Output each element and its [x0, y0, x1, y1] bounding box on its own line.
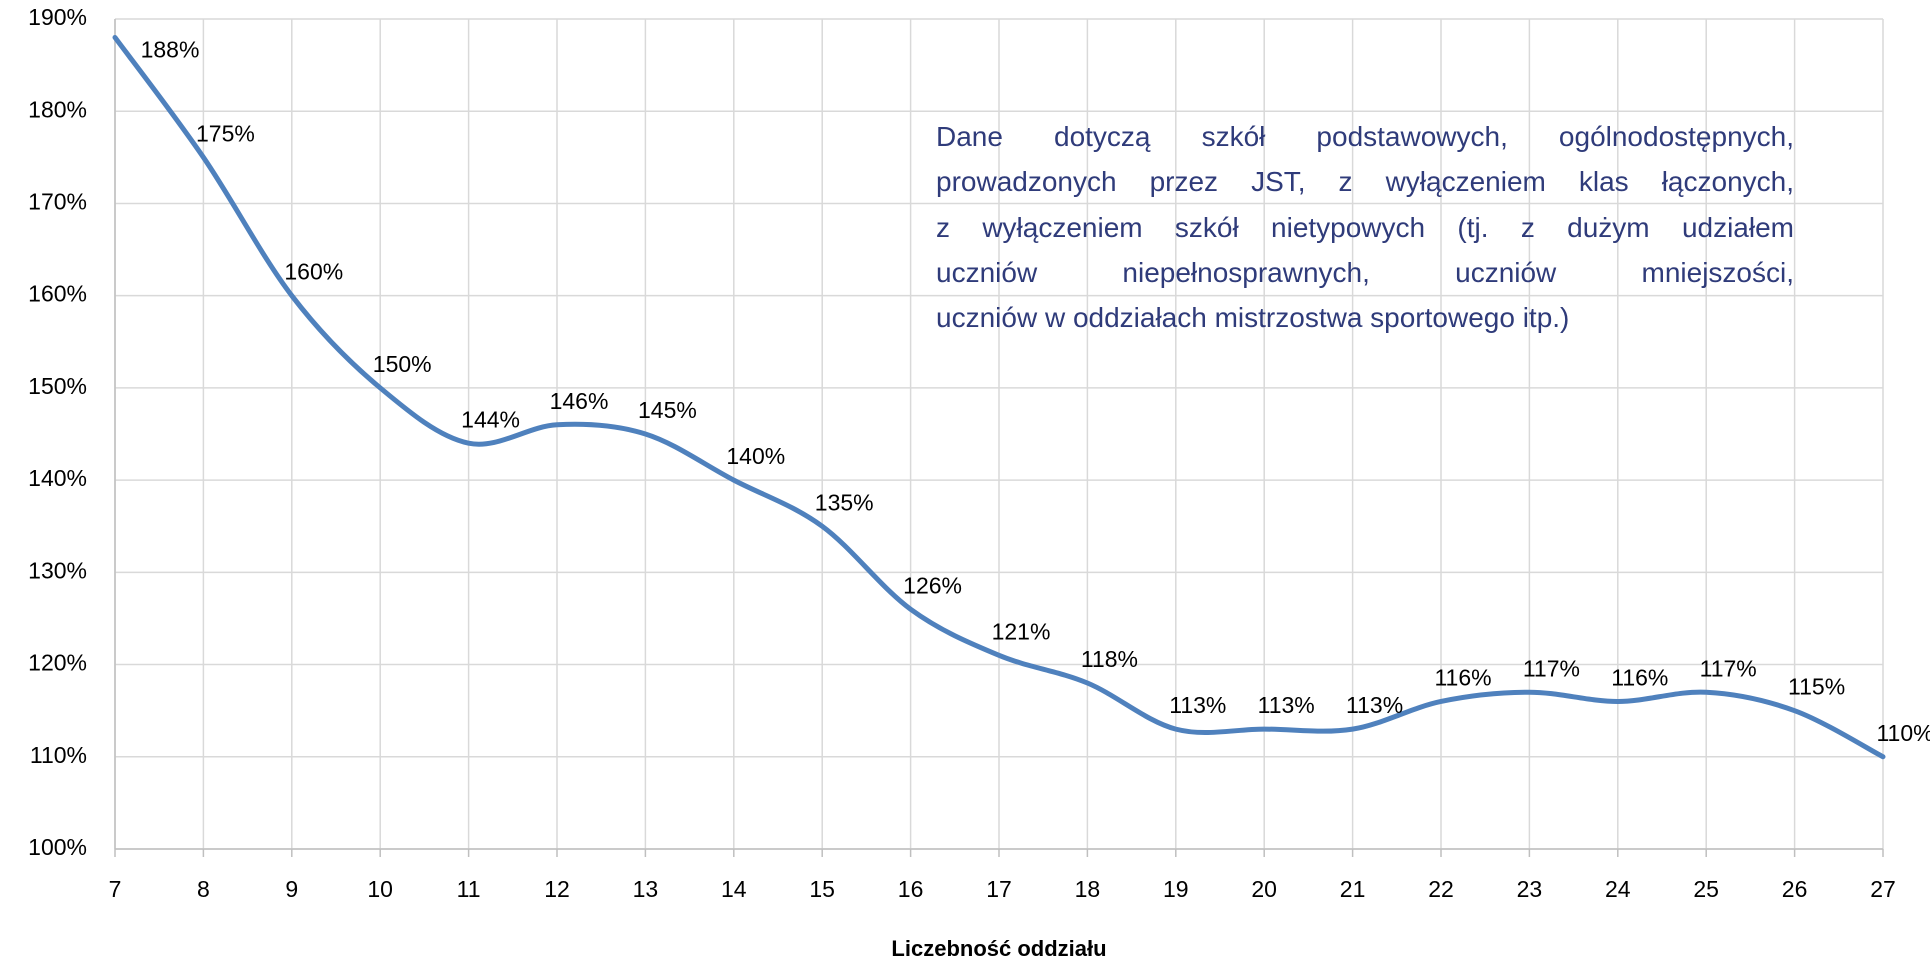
data-label: 116%: [1434, 665, 1491, 691]
y-tick-label: 110%: [30, 742, 87, 768]
data-label: 113%: [1258, 692, 1315, 718]
x-tick-label: 19: [1163, 876, 1189, 902]
y-tick-label: 100%: [28, 834, 87, 860]
data-label: 126%: [903, 572, 962, 598]
y-tick-label: 120%: [28, 650, 87, 676]
data-label: 135%: [815, 489, 874, 515]
data-label: 160%: [284, 259, 343, 285]
x-tick-label: 13: [633, 876, 659, 902]
data-label: 150%: [373, 351, 432, 377]
annotation-line: prowadzonych przez JST, z wyłączeniem kl…: [936, 166, 1794, 198]
x-tick-label: 8: [197, 876, 210, 902]
data-label: 188%: [141, 37, 200, 63]
x-tick-label: 25: [1693, 876, 1719, 902]
annotation: Dane dotyczą szkół podstawowych, ogólnod…: [936, 114, 1794, 340]
annotation-line: uczniów niepełnosprawnych, uczniów mniej…: [936, 256, 1794, 288]
x-tick-label: 15: [809, 876, 835, 902]
annotation-line: uczniów w oddziałach mistrzostwa sportow…: [936, 302, 1570, 334]
y-tick-label: 150%: [28, 373, 87, 399]
y-tick-label: 170%: [28, 189, 87, 215]
data-label: 175%: [196, 120, 255, 146]
y-tick-label: 160%: [28, 281, 87, 307]
data-label: 116%: [1611, 665, 1668, 691]
data-label: 117%: [1523, 655, 1580, 681]
data-label: 113%: [1169, 692, 1226, 718]
x-tick-label: 14: [721, 876, 747, 902]
annotation-line: z wyłączeniem szkół nietypowych (tj. z d…: [936, 211, 1794, 243]
x-tick-label: 7: [109, 876, 122, 902]
x-tick-label: 11: [457, 876, 481, 902]
data-label: 144%: [461, 406, 520, 432]
x-tick-label: 24: [1605, 876, 1631, 902]
x-tick-label: 17: [986, 876, 1012, 902]
y-tick-label: 140%: [28, 465, 87, 491]
data-label: 117%: [1700, 655, 1757, 681]
x-tick-label: 10: [367, 876, 393, 902]
x-tick-label: 26: [1782, 876, 1808, 902]
x-tick-label: 23: [1517, 876, 1543, 902]
y-tick-label: 190%: [28, 4, 87, 30]
x-tick-label: 9: [285, 876, 298, 902]
x-tick-label: 27: [1870, 876, 1896, 902]
x-axis-title: Liczebność oddziału: [891, 936, 1106, 961]
data-label: 121%: [992, 618, 1051, 644]
x-tick-label: 21: [1340, 876, 1366, 902]
x-tick-label: 22: [1428, 876, 1454, 902]
data-label: 145%: [638, 397, 697, 423]
x-tick-label: 16: [898, 876, 924, 902]
data-label: 140%: [726, 443, 785, 469]
x-tick-label: 18: [1075, 876, 1101, 902]
line: [112, 34, 1886, 760]
data-label: 113%: [1346, 692, 1403, 718]
data-label: 110%: [1876, 720, 1930, 746]
data-label: 118%: [1081, 646, 1138, 672]
data-label: 115%: [1788, 674, 1845, 700]
x-tick-label: 20: [1251, 876, 1277, 902]
y-tick-label: 130%: [28, 557, 87, 583]
y-tick-label: 180%: [28, 96, 87, 122]
x-tick-label: 12: [544, 876, 570, 902]
annotation-line: Dane dotyczą szkół podstawowych, ogólnod…: [936, 121, 1794, 152]
data-label: 146%: [550, 388, 609, 414]
